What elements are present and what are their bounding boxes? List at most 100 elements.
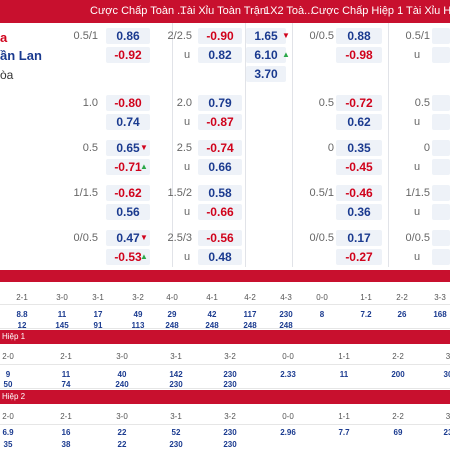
score-odd[interactable]: 38 [61,440,71,449]
under-marker: u [183,161,191,173]
score-odd[interactable]: 7.2 [360,310,372,319]
h1-under-odd[interactable] [432,249,450,265]
h1-under-odd[interactable] [432,47,450,63]
score-odd[interactable]: 7.7 [338,428,350,437]
ft-ou-line: 2.5 [176,142,192,154]
score-odd[interactable]: 230 [223,428,237,437]
score-odd[interactable]: 30 [443,370,450,379]
score-odd[interactable]: 11 [339,370,349,379]
ft-under-odd[interactable]: 0.48 [198,249,242,265]
score-odd[interactable]: 35 [3,440,13,449]
x12-draw-odd[interactable]: 3.70 [246,66,286,82]
h1-handicap-away-odd[interactable]: -0.98 [336,47,382,63]
score-odd[interactable]: 2.96 [280,428,296,437]
score-odd[interactable]: 52 [171,428,181,437]
ft-over-odd[interactable]: -0.56 [198,230,242,246]
score-odd[interactable]: 248 [205,321,219,330]
h1-handicap-home-odd[interactable]: -0.72 [336,95,382,111]
score-odd[interactable]: 42 [207,310,217,319]
ft-handicap-home-odd[interactable]: -0.80 [106,95,150,111]
score-odd[interactable]: 117 [243,310,257,319]
score-odd[interactable]: 200 [391,370,405,379]
ft-under-odd[interactable]: -0.66 [198,204,242,220]
score-odd[interactable]: 8 [319,310,325,319]
score-odd[interactable]: 6.9 [2,428,14,437]
score-odd[interactable]: 91 [93,321,103,330]
score-odd[interactable]: 22 [117,440,127,449]
h1-over-odd[interactable] [432,140,450,156]
ft-under-odd[interactable]: 0.66 [198,159,242,175]
score-odd[interactable]: 168 [433,310,447,319]
score-odd[interactable]: 22 [117,428,127,437]
h1-under-odd[interactable] [432,159,450,175]
score-odd[interactable]: 49 [133,310,143,319]
score-odd[interactable]: 230 [169,440,183,449]
h1-handicap-home-odd[interactable]: 0.35 [336,140,382,156]
score-odd[interactable]: 113 [131,321,145,330]
ft-handicap-away-odd[interactable]: 0.56 [106,204,150,220]
h1-handicap-home-odd[interactable]: -0.46 [336,185,382,201]
col-ft-1x2[interactable]: 1X2 Toà... [264,5,314,17]
score-odd[interactable]: 11 [61,370,71,379]
col-ft-over-under[interactable]: Tài Xỉu Toàn Trận [180,5,267,17]
col-h1-over-under[interactable]: Tài Xỉu Hiệ [406,5,450,17]
score-odd[interactable]: 50 [3,380,13,389]
ft-under-odd[interactable]: 0.82 [198,47,242,63]
score-odd[interactable]: 74 [61,380,71,389]
ft-over-odd[interactable]: 0.58 [198,185,242,201]
ft-handicap-away-odd[interactable]: 0.74 [106,114,150,130]
x12-away-odd[interactable]: 6.10 [246,47,286,63]
score-odd[interactable]: 230 [279,310,293,319]
ft-over-odd[interactable]: -0.90 [198,28,242,44]
h1-over-odd[interactable] [432,28,450,44]
score-label: 3 [445,412,450,421]
score-odd[interactable]: 230 [223,370,237,379]
score-odd[interactable]: 26 [397,310,407,319]
score-odd[interactable]: 2.33 [280,370,296,379]
score-odd[interactable]: 11 [57,310,67,319]
h1-over-odd[interactable] [432,230,450,246]
score-odd[interactable]: 230 [223,440,237,449]
h1-under-odd[interactable] [432,204,450,220]
score-odd[interactable]: 230 [223,380,237,389]
score-odd[interactable]: 17 [93,310,103,319]
ft-handicap-away-odd[interactable]: -0.92 [106,47,150,63]
ft-under-odd[interactable]: -0.87 [198,114,242,130]
ft-handicap-away-odd[interactable]: -0.53 [106,249,150,265]
score-odd[interactable]: 12 [17,321,27,330]
ft-handicap-away-odd[interactable]: -0.71 [106,159,150,175]
score-odd[interactable]: 16 [61,428,71,437]
ft-handicap-home-odd[interactable]: 0.86 [106,28,150,44]
score-odd[interactable]: 8.8 [16,310,28,319]
h1-handicap-away-odd[interactable]: -0.45 [336,159,382,175]
score-odd[interactable]: 248 [165,321,179,330]
score-odd[interactable]: 240 [115,380,129,389]
score-odd[interactable]: 248 [279,321,293,330]
score-odd[interactable]: 142 [169,370,183,379]
ft-handicap-home-odd[interactable]: 0.65 [106,140,150,156]
h1-over-odd[interactable] [432,95,450,111]
h1-handicap-away-odd[interactable]: 0.36 [336,204,382,220]
ft-over-odd[interactable]: 0.79 [198,95,242,111]
col-ft-handicap[interactable]: Cược Chấp Toàn ... [90,5,187,17]
h1-handicap-away-odd[interactable]: 0.62 [336,114,382,130]
h1-handicap-away-odd[interactable]: -0.27 [336,249,382,265]
h1-under-odd[interactable] [432,114,450,130]
score-odd[interactable]: 230 [169,380,183,389]
ft-handicap-home-odd[interactable]: 0.47 [106,230,150,246]
score-label: 2-0 [2,352,14,361]
score-odd[interactable]: 9 [5,370,11,379]
h1-handicap-home-odd[interactable]: 0.17 [336,230,382,246]
x12-home-odd[interactable]: 1.65 [246,28,286,44]
ft-handicap-home-odd[interactable]: -0.62 [106,185,150,201]
col-h1-handicap[interactable]: Cược Chấp Hiệp 1 [311,5,404,17]
score-odd[interactable]: 248 [243,321,257,330]
h1-over-odd[interactable] [432,185,450,201]
score-odd[interactable]: 69 [393,428,403,437]
score-odd[interactable]: 23 [443,428,450,437]
h1-handicap-home-odd[interactable]: 0.88 [336,28,382,44]
ft-over-odd[interactable]: -0.74 [198,140,242,156]
score-odd[interactable]: 145 [55,321,69,330]
score-odd[interactable]: 29 [167,310,177,319]
score-odd[interactable]: 40 [117,370,127,379]
